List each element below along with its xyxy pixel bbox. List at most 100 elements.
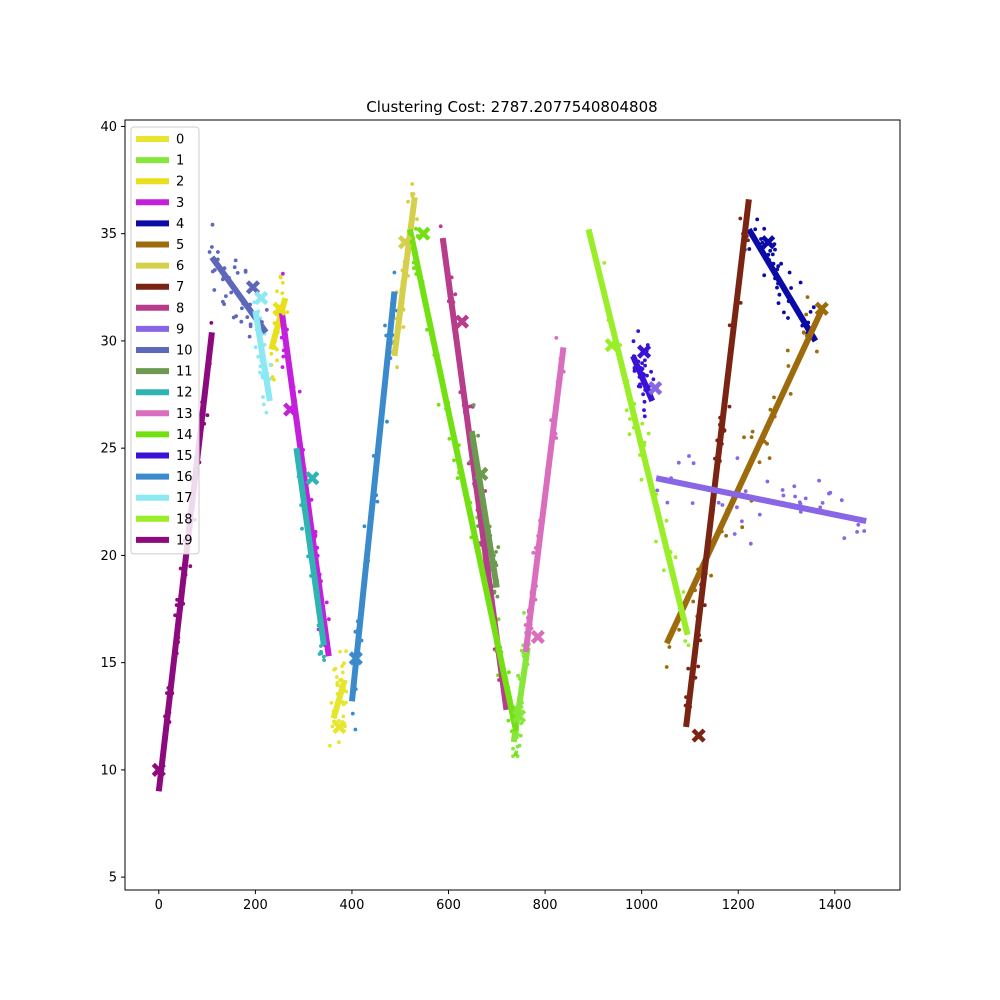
cluster-16-point xyxy=(353,727,358,732)
cluster-9-point xyxy=(856,522,861,527)
cluster-18-point xyxy=(646,431,651,436)
cluster-16-point xyxy=(350,711,355,716)
cluster-10-point xyxy=(247,334,252,339)
cluster-9-point xyxy=(793,494,797,499)
cluster-15-line xyxy=(630,354,656,403)
legend-label: 6 xyxy=(176,259,184,274)
legend-box xyxy=(130,126,200,555)
cluster-4-point xyxy=(798,280,803,285)
cluster-15-point xyxy=(643,363,647,368)
cluster-0-point xyxy=(334,675,339,679)
cluster-5-point xyxy=(664,665,669,669)
cluster-9-point xyxy=(803,496,808,501)
cluster-9-point xyxy=(765,479,770,484)
cluster-19-center-marker xyxy=(151,762,166,777)
cluster-1-point xyxy=(522,611,526,615)
y-tick-label: 25 xyxy=(100,442,117,457)
cluster-3-point xyxy=(281,271,285,276)
cluster-9-point xyxy=(676,460,681,465)
cluster-5-point xyxy=(804,312,809,317)
cluster-0-point xyxy=(328,743,332,748)
cluster-2-point xyxy=(285,310,290,314)
legend-label: 5 xyxy=(176,238,184,253)
cluster-1-point xyxy=(519,648,524,653)
cluster-9-point xyxy=(842,536,847,540)
cluster-17-point xyxy=(258,370,262,375)
legend-label: 12 xyxy=(176,386,193,401)
cluster-9-point xyxy=(691,461,696,466)
cluster-9-point xyxy=(757,512,762,517)
cluster-12-center-marker xyxy=(305,471,320,486)
legend-label: 2 xyxy=(176,175,184,190)
cluster-16-center-marker xyxy=(348,651,363,666)
cluster-3-center-marker xyxy=(283,402,298,417)
cluster-4-point xyxy=(782,310,786,315)
cluster-18-point xyxy=(661,568,666,573)
cluster-6-point xyxy=(410,194,415,198)
cluster-10-point xyxy=(224,294,228,298)
cluster-5-point xyxy=(667,645,672,649)
cluster-12-point xyxy=(322,658,326,662)
y-axis: 5 10 15 20 25 30 35 40 xyxy=(100,120,125,886)
cluster-19-line xyxy=(155,331,215,792)
cluster-4-point xyxy=(753,227,758,232)
cluster-5-point xyxy=(786,364,791,368)
cluster-11-point xyxy=(496,545,501,549)
cluster-2-point xyxy=(275,347,279,352)
cluster-4-point xyxy=(770,252,775,257)
cluster-4-point xyxy=(755,217,760,222)
y-tick-label: 40 xyxy=(100,120,117,135)
legend-label: 7 xyxy=(176,280,184,295)
cluster-5-center-marker xyxy=(814,301,829,316)
cluster-12-line xyxy=(293,447,327,646)
cluster-5-point xyxy=(750,429,755,434)
cluster-11-center-marker xyxy=(474,466,489,481)
cluster-4-point xyxy=(811,305,816,310)
x-tick-label: 200 xyxy=(243,898,268,913)
cluster-17-point xyxy=(268,362,273,367)
cluster-3-line xyxy=(278,312,332,657)
cluster-18-point xyxy=(639,477,644,482)
cluster-13-line xyxy=(522,346,567,653)
cluster-14-point xyxy=(507,670,511,675)
cluster-0-line xyxy=(330,678,348,720)
cluster-0-point xyxy=(335,683,340,688)
cluster-12-point xyxy=(300,526,304,531)
cluster-15-point xyxy=(649,369,653,374)
cluster-18-line xyxy=(585,228,691,636)
x-tick-label: 0 xyxy=(155,898,163,913)
legend-label: 4 xyxy=(176,217,184,232)
cluster-6-line xyxy=(391,196,418,357)
cluster-3-point xyxy=(297,389,302,394)
cluster-11-point xyxy=(476,433,480,438)
cluster-10-point xyxy=(231,315,236,320)
cluster-14-point xyxy=(496,617,501,622)
cluster-10-point xyxy=(264,308,269,312)
cluster-18-point xyxy=(681,590,686,594)
cluster-10-point xyxy=(210,245,214,249)
x-tick-label: 1200 xyxy=(722,898,755,913)
cluster-5-point xyxy=(815,349,819,354)
cluster-0-point xyxy=(338,678,342,683)
cluster-16-line xyxy=(348,291,398,702)
cluster-19-point xyxy=(188,564,193,569)
cluster-3-point xyxy=(280,365,285,369)
cluster-7-point xyxy=(686,666,691,671)
cluster-6-point xyxy=(401,325,406,329)
cluster-9-point xyxy=(655,488,660,493)
cluster-10-point xyxy=(233,258,238,263)
cluster-11-point xyxy=(494,550,498,554)
cluster-9-point xyxy=(855,530,859,534)
legend-label: 15 xyxy=(176,449,193,464)
cluster-5-point xyxy=(765,441,769,446)
legend-label: 16 xyxy=(176,470,193,485)
cluster-8-center-marker xyxy=(454,314,470,329)
cluster-5-point xyxy=(785,348,790,353)
cluster-18-point xyxy=(673,555,678,560)
y-tick-label: 5 xyxy=(109,871,117,886)
cluster-2-point xyxy=(280,280,285,285)
cluster-5-point xyxy=(768,407,773,412)
cluster-5-line xyxy=(664,309,825,645)
legend-label: 3 xyxy=(176,196,184,211)
cluster-2-point xyxy=(275,358,279,363)
